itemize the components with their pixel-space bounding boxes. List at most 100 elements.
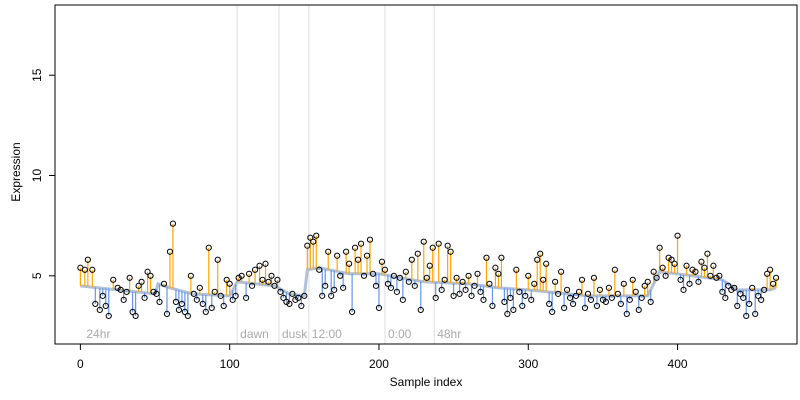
data-point xyxy=(205,244,212,251)
data-point xyxy=(692,268,699,275)
data-point xyxy=(501,298,508,305)
data-point xyxy=(498,254,505,261)
data-point xyxy=(223,276,230,283)
data-point xyxy=(319,292,326,299)
data-point xyxy=(105,312,112,320)
data-point xyxy=(84,256,91,263)
data-point xyxy=(229,296,236,303)
data-point xyxy=(572,292,580,299)
data-point xyxy=(420,238,427,245)
data-point xyxy=(251,266,259,273)
data-point xyxy=(614,290,621,297)
data-point xyxy=(89,266,96,273)
data-point xyxy=(629,276,636,283)
data-point xyxy=(322,282,329,289)
data-point xyxy=(686,280,693,287)
data-point xyxy=(381,266,389,273)
data-point xyxy=(674,232,681,239)
data-point xyxy=(477,288,484,295)
data-point xyxy=(492,264,499,271)
data-point xyxy=(605,284,612,291)
data-point xyxy=(166,248,174,255)
data-point xyxy=(375,304,383,311)
data-point xyxy=(746,300,753,307)
phase-label: 0:00 xyxy=(388,327,412,341)
data-point xyxy=(459,278,466,285)
data-point xyxy=(399,296,406,303)
data-point xyxy=(414,250,421,257)
data-point xyxy=(623,310,630,318)
phase-label: 24hr xyxy=(86,327,110,341)
data-point xyxy=(348,308,356,316)
data-point xyxy=(620,280,627,287)
data-point xyxy=(426,262,433,269)
data-point xyxy=(351,244,359,251)
data-point xyxy=(569,300,577,307)
data-point xyxy=(707,272,714,279)
data-point xyxy=(560,304,568,311)
data-point xyxy=(132,312,139,320)
data-point xyxy=(749,284,756,291)
plot-frame xyxy=(54,4,798,345)
data-point xyxy=(141,294,148,301)
data-point xyxy=(716,272,723,279)
data-point xyxy=(468,292,475,299)
data-point xyxy=(265,278,272,285)
data-point xyxy=(337,272,344,279)
data-point xyxy=(555,290,562,297)
data-point xyxy=(543,260,550,267)
data-point xyxy=(480,296,487,303)
data-point xyxy=(761,286,768,293)
data-point xyxy=(402,268,409,275)
data-point xyxy=(262,260,269,267)
data-point xyxy=(438,286,445,293)
data-point xyxy=(346,260,353,267)
data-point xyxy=(96,306,103,313)
data-point xyxy=(584,290,592,297)
data-point xyxy=(737,290,744,297)
data-point xyxy=(704,250,711,257)
x-axis-label: Sample index xyxy=(390,375,463,389)
data-point xyxy=(238,272,245,279)
phase-label: dusk xyxy=(282,327,308,341)
phase-label: 12:00 xyxy=(312,327,342,341)
x-tick-label: 0 xyxy=(77,357,84,371)
data-point xyxy=(99,292,106,299)
data-point xyxy=(519,302,526,309)
data-point xyxy=(226,280,233,287)
data-point xyxy=(563,286,571,293)
data-point xyxy=(638,294,645,301)
data-point xyxy=(123,288,130,295)
data-point xyxy=(304,242,311,249)
data-point xyxy=(650,268,657,275)
data-point xyxy=(301,292,308,299)
data-point xyxy=(680,286,687,293)
data-point xyxy=(220,302,227,309)
data-point xyxy=(369,270,377,277)
data-point xyxy=(343,248,350,255)
phase-label: 48hr xyxy=(437,327,461,341)
data-point xyxy=(160,280,168,287)
data-point xyxy=(516,288,523,295)
data-point xyxy=(102,302,109,309)
data-point xyxy=(510,306,517,313)
data-point xyxy=(659,264,666,271)
data-point xyxy=(546,300,553,307)
data-point xyxy=(256,262,263,269)
data-point xyxy=(429,244,436,251)
data-point xyxy=(447,248,454,255)
data-point xyxy=(671,260,678,267)
data-point xyxy=(163,310,171,318)
data-point xyxy=(277,288,284,295)
data-point xyxy=(313,232,320,239)
data-point xyxy=(172,298,180,305)
data-point xyxy=(647,298,654,305)
data-point xyxy=(593,302,601,309)
data-point xyxy=(423,274,430,281)
data-point xyxy=(758,296,765,303)
data-point xyxy=(656,244,663,251)
y-tick-label: 10 xyxy=(30,169,44,183)
data-point xyxy=(552,278,559,285)
data-point xyxy=(471,282,478,289)
data-point xyxy=(184,312,191,320)
